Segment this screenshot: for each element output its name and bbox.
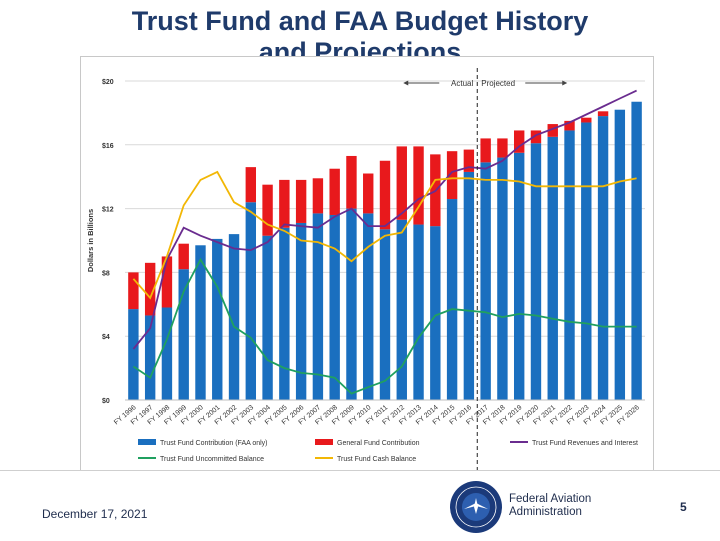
bar-trust-fund	[396, 219, 407, 400]
bar-general-fund	[245, 167, 257, 203]
projected-arrowhead-icon	[562, 80, 568, 86]
bar-trust-fund	[346, 208, 357, 400]
bar-general-fund	[128, 272, 139, 310]
footer-bar	[0, 470, 720, 541]
bar-trust-fund	[564, 130, 575, 400]
bar-general-fund	[547, 124, 558, 137]
bar-general-fund	[564, 120, 575, 131]
bar-trust-fund	[128, 309, 139, 400]
bar-trust-fund	[144, 315, 156, 400]
agency-name: Federal Aviation Administration	[509, 493, 591, 518]
footer-date: December 17, 2021	[42, 507, 148, 521]
bar-trust-fund	[312, 213, 324, 400]
line-trust-fund-uncommitted-balance	[132, 257, 637, 395]
bar-general-fund	[463, 149, 475, 172]
y-tick-label: $0	[102, 398, 110, 405]
bar-trust-fund	[329, 214, 340, 400]
line-trust-fund-cash-balance	[132, 170, 637, 300]
bar-general-fund	[480, 138, 491, 163]
y-tick-label: $16	[102, 143, 114, 150]
line-trust-fund-revenues-and-interest	[132, 89, 637, 350]
bar-trust-fund	[446, 199, 458, 400]
bar-general-fund	[144, 262, 156, 316]
legend-label: Trust Fund Revenues and Interest	[532, 440, 638, 447]
bar-general-fund	[178, 243, 189, 270]
agency-line-1: Federal Aviation	[509, 493, 592, 505]
bar-trust-fund	[430, 226, 441, 400]
bar-general-fund	[597, 111, 609, 117]
bar-general-fund	[279, 179, 290, 228]
y-tick-label: $20	[102, 79, 114, 86]
actual-label: Actual	[451, 79, 473, 88]
bar-trust-fund	[212, 238, 223, 400]
bar-trust-fund	[597, 116, 609, 400]
bar-trust-fund	[279, 227, 290, 400]
bar-trust-fund	[547, 136, 558, 400]
bar-general-fund	[497, 138, 508, 158]
page-title: Trust Fund and FAA Budget History and Pr…	[0, 6, 720, 68]
bar-trust-fund	[363, 213, 374, 400]
bar-trust-fund	[513, 152, 525, 400]
bar-trust-fund	[614, 109, 626, 401]
bar-trust-fund	[245, 202, 257, 400]
legend-label: Trust Fund Cash Balance	[337, 456, 416, 463]
bar-general-fund	[413, 146, 424, 225]
bar-general-fund	[363, 173, 374, 214]
bar-trust-fund	[195, 245, 206, 400]
bar-general-fund	[262, 184, 273, 236]
agency-line-2: Administration	[509, 505, 582, 518]
legend-label: Trust Fund Contribution (FAA only)	[160, 440, 268, 447]
bar-general-fund	[295, 179, 307, 223]
page-number: 5	[680, 500, 687, 514]
bar-trust-fund	[161, 307, 173, 400]
bar-trust-fund	[379, 229, 391, 400]
bar-trust-fund	[530, 143, 542, 400]
bar-trust-fund	[295, 222, 307, 400]
bar-trust-fund	[178, 269, 189, 400]
actual-arrowhead-icon	[403, 80, 409, 86]
bar-trust-fund	[262, 235, 273, 400]
title-line-1: Trust Fund and FAA Budget History	[131, 6, 589, 36]
bar-general-fund	[513, 130, 525, 153]
bar-trust-fund	[631, 101, 642, 401]
bar-general-fund	[346, 155, 357, 209]
legend-label: General Fund Contribution	[337, 440, 420, 447]
bar-trust-fund	[581, 122, 592, 400]
bar-general-fund	[329, 168, 340, 215]
legend-swatch	[138, 439, 156, 445]
projected-label: Projected	[481, 79, 515, 88]
bar-trust-fund	[497, 157, 508, 400]
y-tick-label: $12	[102, 207, 114, 214]
bar-trust-fund	[463, 171, 475, 400]
bar-trust-fund	[480, 162, 491, 400]
y-tick-label: $4	[102, 334, 110, 341]
bar-trust-fund	[228, 234, 240, 400]
bar-general-fund	[446, 151, 458, 200]
legend-swatch	[315, 439, 333, 445]
bar-general-fund	[530, 130, 542, 144]
bar-trust-fund	[413, 224, 424, 400]
bar-general-fund	[581, 117, 592, 123]
faa-seal-icon	[450, 481, 502, 533]
bar-general-fund	[379, 160, 391, 230]
y-tick-label: $8	[102, 270, 110, 277]
bar-general-fund	[312, 178, 324, 214]
y-axis-title: Dollars in Billions	[86, 209, 95, 272]
bar-general-fund	[396, 146, 407, 220]
legend-label: Trust Fund Uncommitted Balance	[160, 456, 264, 463]
bar-general-fund	[161, 256, 173, 308]
